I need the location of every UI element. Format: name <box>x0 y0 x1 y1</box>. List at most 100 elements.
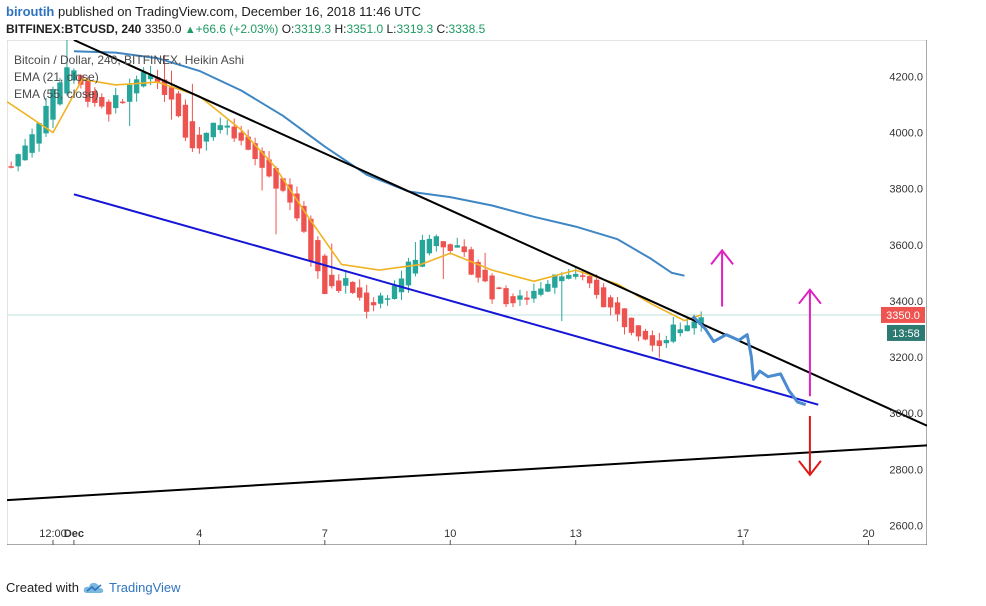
y-tick-label: 3600.0 <box>889 240 923 252</box>
x-tick-label: 17 <box>737 528 749 540</box>
candle-body <box>322 255 328 294</box>
candle-body <box>85 80 91 102</box>
x-tick-label: 20 <box>862 528 874 540</box>
candle-body <box>454 245 460 248</box>
candle-body <box>336 280 342 292</box>
candle-body <box>510 296 516 304</box>
candle-body <box>475 261 481 278</box>
tradingview-link[interactable]: TradingView <box>108 580 181 595</box>
arrow-head <box>798 288 822 305</box>
countdown-tag <box>887 324 925 341</box>
candle-body <box>370 302 377 306</box>
channel-line <box>73 193 819 406</box>
candle-body <box>280 178 286 191</box>
y-tick-label: 2800.0 <box>889 464 923 476</box>
candle-body <box>294 193 300 219</box>
candle-body <box>677 329 683 334</box>
cloud-logo-icon <box>83 582 104 593</box>
candle-body <box>440 241 446 248</box>
symbol-info-bar: BITFINEX:BTCUSD, 240 3350.0 ▲+66.6 (+2.0… <box>6 22 485 36</box>
candle-body <box>154 77 161 83</box>
last-price: 3350.0 <box>144 22 182 36</box>
x-tick-label: Dec <box>64 528 84 540</box>
candle-body <box>363 292 370 312</box>
candle-body <box>133 79 140 94</box>
candle-body <box>273 167 279 189</box>
candle-body <box>120 101 126 104</box>
close-value: 3338.5 <box>448 22 486 36</box>
axes: 2600.0 2800.0 3000.0 3200.0 3400.0 3600.0 3800… <box>39 71 923 545</box>
candle-body <box>524 297 530 300</box>
arrow-head <box>798 460 822 477</box>
candle-body <box>308 218 314 262</box>
candle-body <box>224 125 230 128</box>
published-text: published on TradingView.com, December 1… <box>58 4 422 19</box>
candle-body <box>684 325 690 332</box>
candle-body <box>350 281 356 293</box>
candle-body <box>538 288 544 295</box>
candle-body <box>573 273 579 277</box>
candle-body <box>266 159 272 177</box>
candle-body <box>419 239 426 267</box>
publish-info: biroutih published on TradingView.com, D… <box>6 4 421 19</box>
candle-body <box>691 321 697 329</box>
candle-body <box>621 308 628 328</box>
low-label: L: <box>386 22 397 36</box>
candle-body <box>106 101 112 115</box>
footer: Created with TradingView <box>6 580 181 595</box>
candle-body <box>301 205 307 232</box>
x-tick-label: 10 <box>444 528 456 540</box>
candle-body <box>670 324 676 342</box>
candle-body <box>99 96 105 107</box>
candle-body <box>196 134 203 149</box>
candle-body <box>377 295 384 304</box>
candle-body <box>663 340 670 344</box>
candle-body <box>552 274 558 288</box>
candle-body <box>628 317 635 333</box>
high-value: 3351.0 <box>346 22 384 36</box>
low-value: 3319.3 <box>396 22 434 36</box>
candle-body <box>566 274 572 279</box>
author-name[interactable]: biroutih <box>6 4 55 19</box>
candle-body <box>635 325 642 337</box>
x-tick-label: 7 <box>322 528 328 540</box>
candle-body <box>426 238 433 254</box>
candle-body <box>287 184 293 203</box>
candle-body <box>210 122 216 138</box>
candle-body <box>412 259 419 274</box>
candle-body <box>71 70 77 81</box>
candle-body <box>203 132 210 142</box>
candle-body <box>517 295 523 300</box>
candle-body <box>559 276 565 282</box>
candle-body <box>50 89 56 120</box>
candle-body <box>698 317 704 325</box>
candle-body <box>43 105 49 134</box>
candle-body <box>461 246 467 253</box>
up-arrow-icon: ▲ <box>184 24 196 36</box>
candle-body <box>489 275 495 300</box>
candle-body <box>140 72 147 87</box>
candle-body <box>343 278 349 286</box>
candle-body <box>217 125 223 131</box>
candle-body <box>391 285 398 299</box>
candle-body <box>57 82 63 105</box>
candle-body <box>607 297 614 308</box>
candle-body <box>252 143 258 159</box>
price-chart[interactable]: 2600.0 2800.0 3000.0 3200.0 3400.0 3600.0 3800… <box>7 40 927 545</box>
candle-body <box>92 90 98 104</box>
candle-body <box>8 166 14 168</box>
y-tick-label: 3200.0 <box>889 352 923 364</box>
close-label: C: <box>436 22 449 36</box>
candle-body <box>384 298 391 300</box>
y-tick-label: 2600.0 <box>889 520 923 532</box>
candle-body <box>182 104 189 138</box>
candle-body <box>642 330 649 340</box>
candle-body <box>329 274 335 287</box>
candle-body <box>656 340 663 347</box>
candle-body <box>593 279 600 295</box>
candle-body <box>580 275 586 277</box>
x-tick-label: 4 <box>196 528 202 540</box>
candle-body <box>503 288 509 305</box>
last-price-tag <box>881 306 925 323</box>
y-tick-label: 3800.0 <box>889 184 923 196</box>
